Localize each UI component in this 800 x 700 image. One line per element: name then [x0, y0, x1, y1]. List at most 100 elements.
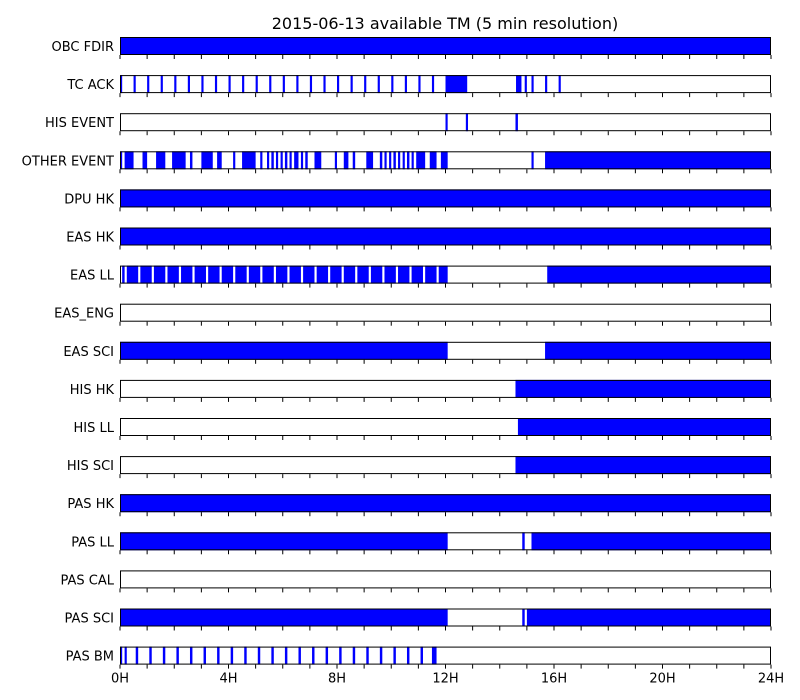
- row-label: PAS LL: [71, 535, 115, 550]
- availability-segment: [343, 151, 349, 170]
- availability-segment: [393, 646, 396, 665]
- availability-segment: [431, 646, 437, 665]
- availability-segment: [120, 494, 771, 513]
- timeline-row: PAS HK: [67, 494, 772, 517]
- availability-segment: [516, 75, 522, 94]
- availability-segment: [445, 151, 448, 170]
- availability-segment: [120, 37, 771, 55]
- availability-segment: [398, 265, 410, 284]
- availability-segment: [445, 113, 448, 132]
- availability-segment: [260, 151, 263, 170]
- availability-segment: [244, 646, 247, 665]
- availability-segment: [300, 151, 304, 170]
- row-frame: [120, 646, 771, 665]
- row-label: OTHER EVENT: [22, 154, 114, 169]
- availability-segment: [267, 151, 270, 170]
- availability-segment: [398, 151, 401, 170]
- availability-segment: [135, 646, 139, 665]
- availability-segment: [370, 265, 383, 284]
- row-label: HIS EVENT: [45, 116, 114, 131]
- availability-segment: [411, 151, 414, 170]
- availability-segment: [124, 646, 127, 665]
- availability-segment: [339, 646, 342, 665]
- x-tick-label: 8H: [328, 672, 346, 687]
- availability-segment: [284, 151, 288, 170]
- timeline-row: HIS HK: [70, 379, 772, 402]
- availability-segment: [160, 75, 163, 94]
- row-frame: [120, 227, 771, 246]
- availability-segment: [176, 646, 179, 665]
- availability-segment: [524, 75, 527, 94]
- availability-segment: [228, 75, 231, 94]
- availability-segment: [325, 646, 329, 665]
- row-frame: [120, 608, 771, 627]
- timeline-row: HIS LL: [74, 418, 772, 440]
- row-frame: [120, 494, 771, 513]
- availability-segment: [120, 341, 448, 360]
- row-label: HIS LL: [74, 421, 115, 436]
- x-tick-label: 20H: [649, 672, 675, 687]
- row-background: [120, 303, 771, 322]
- availability-segment: [280, 151, 283, 170]
- timeline-row: PAS CAL: [61, 570, 772, 593]
- availability-segment: [517, 418, 771, 436]
- availability-segment: [545, 151, 771, 170]
- availability-segment: [323, 75, 326, 94]
- row-label: EAS LL: [70, 269, 115, 284]
- availability-segment: [271, 151, 274, 170]
- availability-segment: [406, 646, 410, 665]
- availability-segment: [406, 151, 410, 170]
- availability-segment: [120, 151, 123, 170]
- availability-segment: [334, 151, 337, 170]
- availability-segment: [149, 646, 152, 665]
- availability-segment: [174, 75, 177, 94]
- availability-segment: [133, 75, 136, 94]
- timeline-row: PAS LL: [71, 532, 772, 555]
- availability-segment: [120, 189, 771, 208]
- availability-segment: [330, 265, 342, 284]
- availability-segment: [217, 646, 220, 665]
- availability-segment: [337, 75, 340, 94]
- timeline-rows: OBC FDIR TC ACK HIS EVENT OTHER EVENT DPU HK…: [22, 37, 772, 669]
- availability-segment: [352, 646, 356, 665]
- availability-segment: [379, 151, 383, 170]
- availability-segment: [214, 75, 218, 94]
- availability-segment: [156, 151, 166, 170]
- availability-segment: [257, 646, 261, 665]
- availability-segment: [189, 646, 193, 665]
- row-frame: [120, 37, 771, 55]
- availability-segment: [526, 608, 771, 627]
- availability-segment: [515, 113, 518, 132]
- row-label: PAS HK: [67, 497, 114, 512]
- availability-segment: [120, 608, 448, 627]
- row-background: [120, 646, 771, 665]
- row-frame: [120, 341, 771, 360]
- x-tick-label: 0H: [111, 672, 129, 687]
- row-frame: [120, 418, 771, 436]
- availability-segment: [429, 151, 437, 170]
- availability-segment: [296, 75, 299, 94]
- availability-segment: [189, 151, 193, 170]
- availability-segment: [393, 151, 396, 170]
- timeline-row: EAS SCI: [63, 341, 772, 364]
- row-label: PAS SCI: [65, 612, 114, 627]
- availability-segment: [126, 265, 139, 284]
- availability-segment: [440, 151, 446, 170]
- availability-segment: [294, 151, 299, 170]
- availability-segment: [545, 75, 548, 94]
- availability-segment: [181, 265, 193, 284]
- availability-segment: [172, 151, 186, 170]
- row-label: PAS CAL: [61, 573, 115, 588]
- availability-segment: [208, 265, 220, 284]
- availability-segment: [343, 265, 356, 284]
- availability-segment: [221, 265, 234, 284]
- row-frame: [120, 379, 771, 398]
- availability-segment: [235, 265, 247, 284]
- availability-segment: [515, 456, 771, 475]
- availability-segment: [350, 75, 353, 94]
- availability-segment: [531, 532, 771, 551]
- availability-segment: [411, 265, 423, 284]
- chart-title: 2015-06-13 available TM (5 min resolutio…: [272, 14, 618, 33]
- timeline-row: TC ACK: [66, 75, 772, 98]
- availability-segment: [445, 75, 468, 94]
